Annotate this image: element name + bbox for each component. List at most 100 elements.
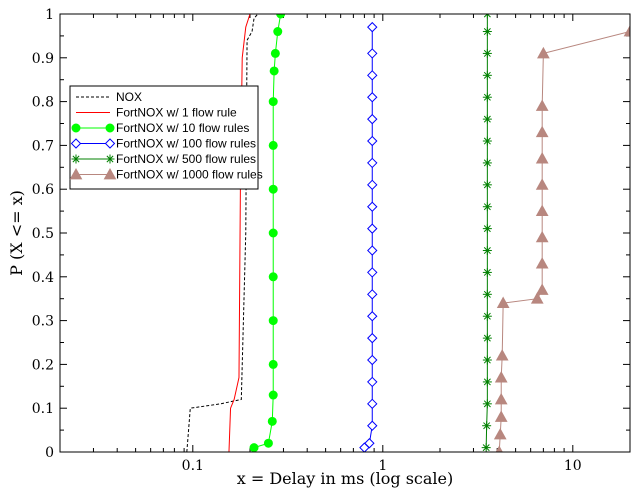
series-point-5: [496, 394, 507, 404]
series-point-3: [368, 268, 377, 277]
series-point-3: [368, 93, 377, 102]
series-point-2: [269, 141, 277, 149]
series-point-4: [483, 246, 492, 255]
series-point-5: [537, 258, 548, 268]
y-tick-label: 0.8: [32, 95, 54, 111]
legend-label-0: NOX: [116, 90, 142, 104]
series-point-3: [368, 334, 377, 343]
series-point-4: [483, 334, 492, 343]
series-point-5: [494, 447, 505, 457]
series-point-3: [368, 180, 377, 189]
series-point-4: [483, 158, 492, 167]
y-tick-label: 0.7: [32, 138, 54, 154]
y-tick-label: 0.3: [32, 314, 54, 330]
series-point-3: [368, 246, 377, 255]
series-point-2: [268, 417, 276, 425]
series-point-2: [269, 229, 277, 237]
series-point-3: [368, 421, 377, 430]
y-tick-label: 0.6: [32, 182, 54, 198]
series-point-3: [368, 137, 377, 146]
series-point-4: [483, 71, 492, 80]
series-point-3: [368, 399, 377, 408]
series-point-2: [264, 439, 272, 447]
series-point-5: [497, 350, 508, 360]
x-tick-label: 10: [564, 458, 582, 474]
series-point-4: [483, 224, 492, 233]
series-point-4: [483, 137, 492, 146]
y-tick-label: 0.2: [32, 357, 54, 373]
y-tick-label: 1: [45, 7, 54, 23]
series-point-5: [496, 372, 507, 382]
x-axis-label: x = Delay in ms (log scale): [237, 469, 454, 488]
series-point-3: [368, 115, 377, 124]
series-point-2: [269, 391, 277, 399]
series-point-3: [368, 49, 377, 58]
series-point-2: [269, 360, 277, 368]
x-tick-label: 0.1: [182, 458, 204, 474]
series-point-2: [269, 185, 277, 193]
series-point-4: [483, 115, 492, 124]
series-point-2: [271, 49, 279, 57]
series-point-3: [368, 224, 377, 233]
series-point-4: [483, 93, 492, 102]
legend-marker-4: [106, 155, 115, 164]
series-point-5: [537, 100, 548, 110]
y-tick-label: 0.5: [32, 226, 54, 242]
legend-label-4: FortNOX w/ 500 flow rules: [116, 152, 256, 166]
legend-marker-4: [72, 155, 81, 164]
legend-label-1: FortNOX w/ 1 flow rule: [116, 106, 237, 120]
y-tick-label: 0.9: [32, 51, 54, 67]
series-point-5: [537, 153, 548, 163]
series-line-5: [499, 32, 630, 452]
series-point-4: [483, 27, 492, 36]
series-point-5: [496, 411, 507, 421]
series-point-4: [483, 49, 492, 58]
legend-marker-2: [72, 124, 80, 132]
plot-area: [187, 10, 632, 457]
y-tick-label: 0.4: [32, 270, 54, 286]
y-axis-label: P (X <= x): [7, 190, 26, 276]
series-point-3: [368, 312, 377, 321]
y-tick-label: 0: [45, 445, 54, 461]
series-point-3: [368, 71, 377, 80]
series-point-5: [625, 26, 632, 36]
series-point-2: [269, 273, 277, 281]
series-point-3: [368, 23, 377, 32]
legend-label-5: FortNOX w/ 1000 flow rules: [116, 168, 263, 182]
legend-marker-2: [106, 124, 114, 132]
legend-label-3: FortNOX w/ 100 flow rules: [116, 137, 256, 151]
series-point-4: [482, 421, 491, 430]
series-point-4: [483, 268, 492, 277]
series-point-3: [368, 377, 377, 386]
series-point-2: [269, 317, 277, 325]
series-point-5: [537, 179, 548, 189]
series-point-4: [483, 202, 492, 211]
series-point-4: [483, 180, 492, 189]
series-point-4: [482, 443, 491, 452]
series-point-2: [270, 67, 278, 75]
series-point-4: [483, 312, 492, 321]
series-point-3: [368, 158, 377, 167]
series-point-4: [483, 290, 492, 299]
series-point-5: [537, 127, 548, 137]
series-point-2: [274, 28, 282, 36]
series-point-3: [368, 290, 377, 299]
series-point-3: [368, 202, 377, 211]
plot-frame: [60, 14, 630, 452]
series-point-4: [483, 356, 492, 365]
series-point-2: [269, 98, 277, 106]
series-point-3: [368, 356, 377, 365]
series-point-4: [483, 377, 492, 386]
series-point-5: [537, 284, 548, 294]
series-point-5: [537, 232, 548, 242]
series-line-0: [187, 14, 258, 452]
series-point-4: [483, 399, 492, 408]
legend-label-2: FortNOX w/ 10 flow rules: [116, 121, 249, 135]
y-tick-label: 0.1: [32, 401, 54, 417]
series-point-2: [250, 444, 258, 452]
series-point-5: [537, 206, 548, 216]
series-point-5: [495, 429, 506, 439]
